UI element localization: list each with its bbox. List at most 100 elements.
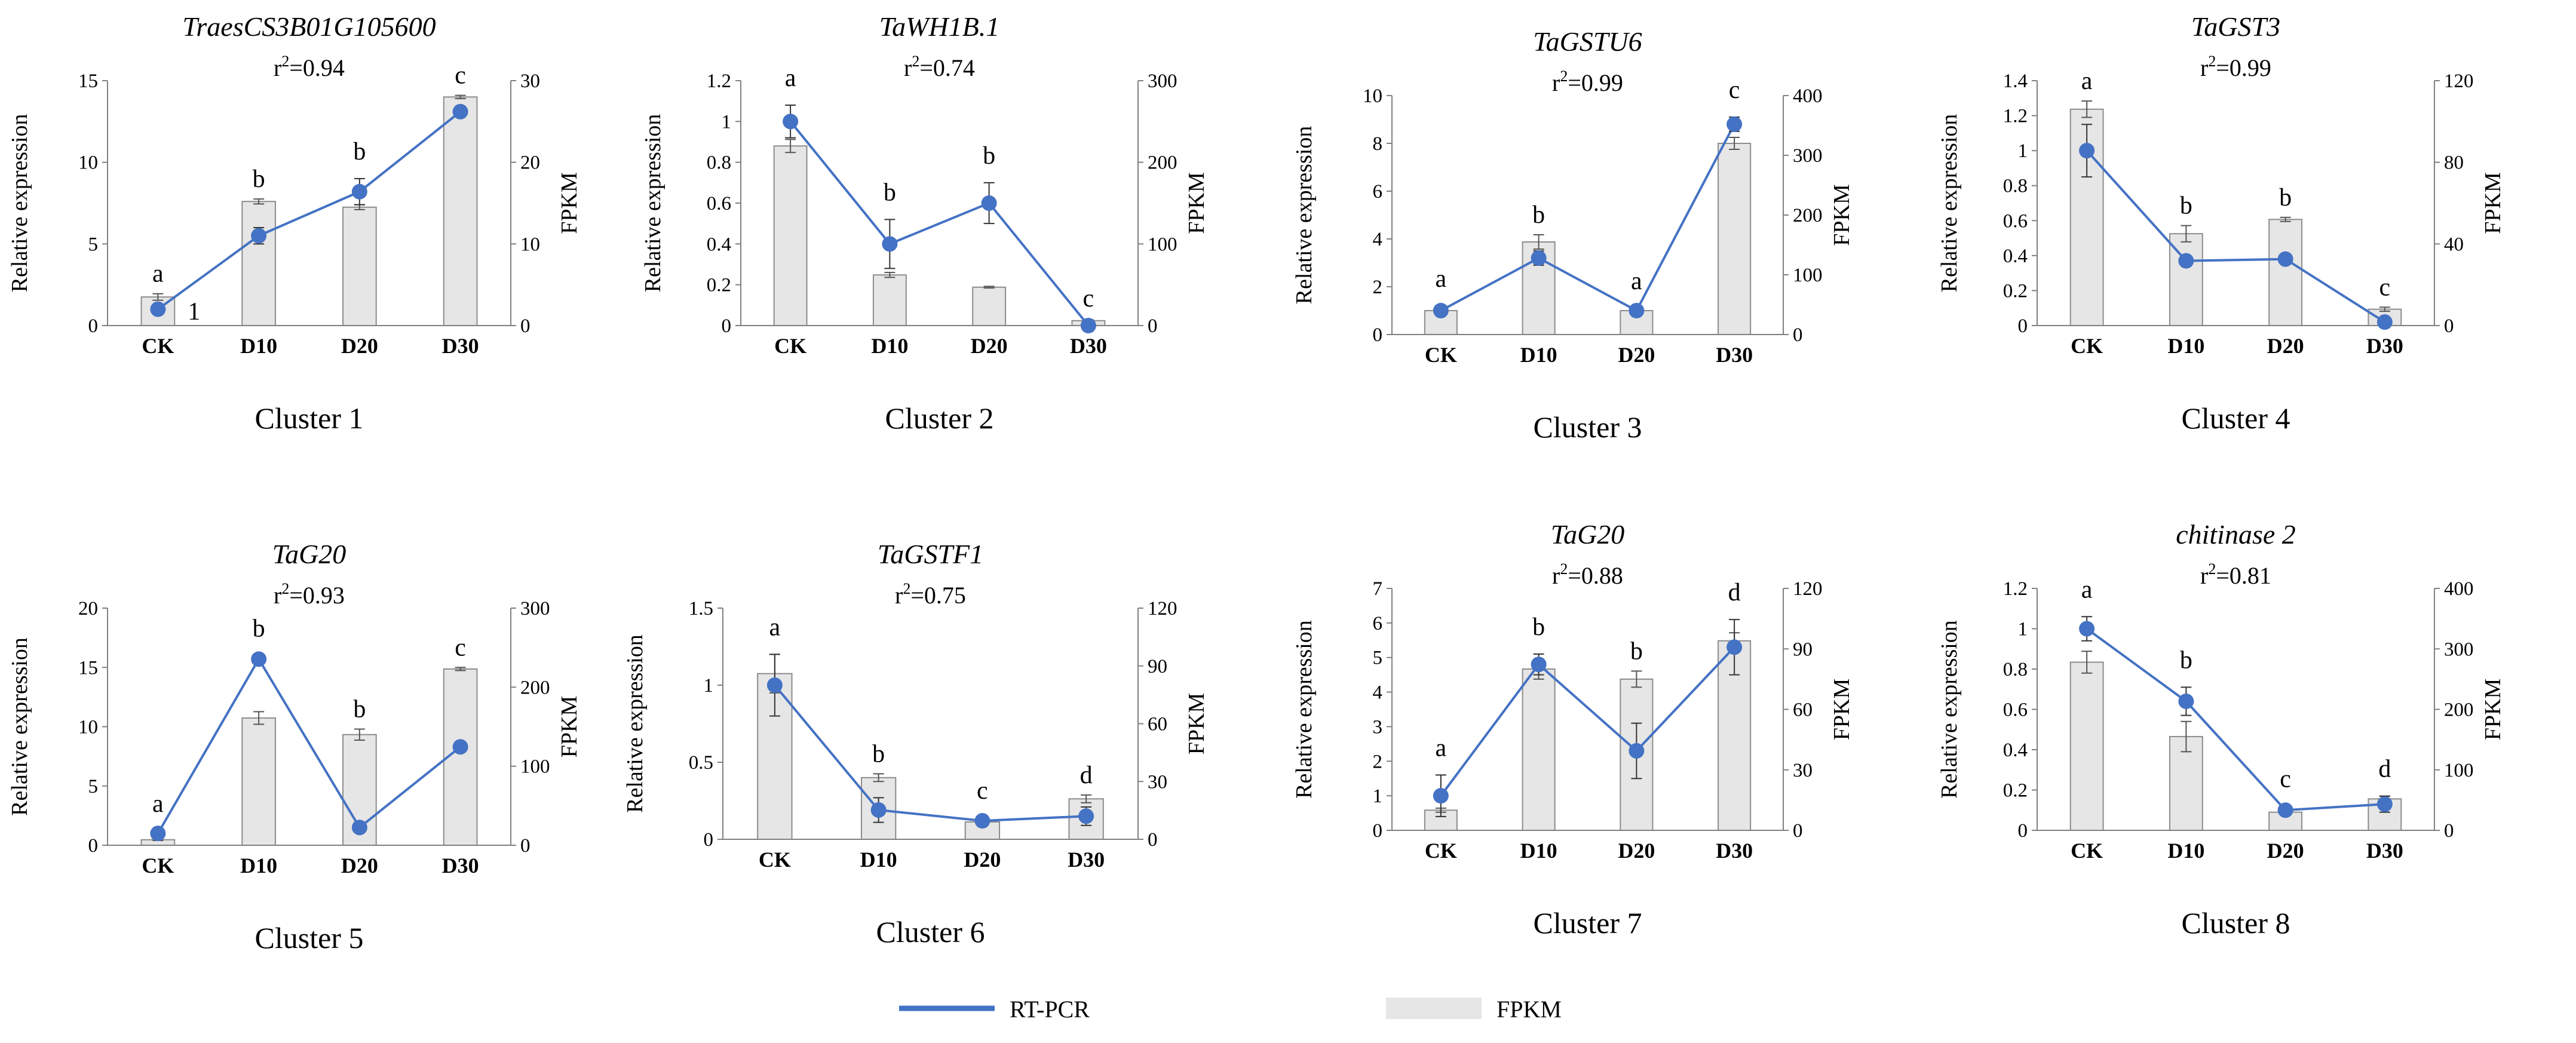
panel-title: TaG20 bbox=[272, 539, 346, 569]
left-tick-label: 1.4 bbox=[2003, 70, 2028, 92]
cluster-label: Cluster 8 bbox=[2182, 906, 2290, 940]
category-label: CK bbox=[142, 334, 174, 358]
rt-pcr-point bbox=[2079, 621, 2095, 637]
r-squared-exponent: 2 bbox=[2208, 53, 2216, 70]
r-squared-exponent: 2 bbox=[281, 53, 289, 70]
significance-letter: a bbox=[1436, 734, 1447, 762]
significance-letter: d bbox=[2378, 756, 2391, 783]
panel-title: TaGST3 bbox=[2191, 11, 2280, 42]
right-tick-label: 400 bbox=[1793, 85, 1823, 107]
category-label: D30 bbox=[442, 334, 479, 358]
left-tick-label: 1.5 bbox=[689, 598, 713, 619]
left-tick-label: 0.4 bbox=[2003, 246, 2028, 267]
left-tick-label: 0.2 bbox=[707, 275, 731, 296]
left-tick-label: 0 bbox=[704, 829, 714, 851]
significance-letter: c bbox=[1083, 285, 1094, 312]
category-label: D30 bbox=[1716, 343, 1753, 367]
rt-pcr-point bbox=[2376, 314, 2393, 330]
rt-pcr-point bbox=[766, 677, 783, 693]
right-tick-label: 30 bbox=[1793, 760, 1813, 781]
r-squared-base: r bbox=[904, 54, 912, 81]
rt-pcr-point bbox=[1531, 250, 1547, 266]
cluster-label: Cluster 1 bbox=[255, 401, 364, 435]
left-tick-label: 1 bbox=[2018, 619, 2028, 640]
left-tick-label: 0.4 bbox=[2003, 740, 2028, 761]
right-tick-label: 40 bbox=[2444, 234, 2464, 255]
legend-label-fpkm: FPKM bbox=[1496, 996, 1562, 1023]
category-label: D10 bbox=[871, 334, 908, 358]
right-tick-label: 20 bbox=[520, 152, 540, 174]
r-squared-value: =0.75 bbox=[910, 582, 966, 609]
significance-letter: d bbox=[1080, 762, 1093, 789]
rt-pcr-point bbox=[150, 301, 166, 317]
right-tick-label: 300 bbox=[1148, 70, 1177, 92]
left-tick-label: 0 bbox=[2018, 820, 2028, 842]
r-squared-base: r bbox=[2200, 54, 2208, 81]
significance-letter: b bbox=[253, 165, 265, 193]
fpkm-bar bbox=[972, 286, 1007, 326]
cluster-label: Cluster 3 bbox=[1534, 410, 1642, 444]
rt-pcr-point bbox=[150, 826, 166, 842]
rt-pcr-line bbox=[1440, 646, 1735, 797]
category-label: D10 bbox=[1520, 343, 1557, 367]
y-axis-title-left: Relative expression bbox=[622, 634, 648, 813]
left-tick-label: 0.8 bbox=[2003, 176, 2028, 197]
right-tick-label: 30 bbox=[1148, 771, 1167, 793]
r-squared-exponent: 2 bbox=[1560, 68, 1568, 85]
fpkm-bar bbox=[443, 668, 478, 846]
left-tick-label: 1 bbox=[722, 111, 732, 133]
left-tick-label: 0 bbox=[88, 315, 99, 337]
panel-title: chitinase 2 bbox=[2176, 519, 2296, 550]
rt-pcr-point bbox=[1078, 808, 1094, 824]
category-label: D30 bbox=[1070, 334, 1107, 358]
y-axis-title-left: Relative expression bbox=[1292, 620, 1317, 799]
significance-letter: c bbox=[2379, 274, 2391, 301]
right-tick-label: 200 bbox=[2444, 700, 2474, 721]
y-axis-title-right: FPKM bbox=[557, 172, 582, 234]
left-tick-label: 1.2 bbox=[2003, 578, 2028, 600]
significance-letter: c bbox=[455, 62, 466, 90]
left-tick-label: 1 bbox=[704, 675, 714, 697]
rt-pcr-point bbox=[351, 183, 367, 200]
significance-letter: a bbox=[785, 65, 796, 92]
left-tick-label: 0.6 bbox=[2003, 700, 2028, 721]
rt-pcr-point bbox=[2376, 796, 2393, 812]
rt-pcr-point bbox=[882, 236, 898, 252]
panel-title: TaWH1B.1 bbox=[879, 11, 1000, 42]
right-tick-label: 100 bbox=[1793, 265, 1823, 286]
left-tick-label: 5 bbox=[88, 234, 99, 255]
left-tick-label: 0.8 bbox=[707, 152, 731, 174]
category-label: D30 bbox=[1716, 839, 1753, 863]
left-tick-label: 15 bbox=[78, 70, 98, 92]
rt-pcr-point bbox=[1433, 303, 1449, 318]
r-squared-label: r2=0.94 bbox=[274, 53, 345, 81]
y-axis-title-right: FPKM bbox=[1829, 184, 1854, 246]
category-label: CK bbox=[2071, 334, 2103, 358]
left-tick-label: 0 bbox=[88, 835, 99, 857]
category-label: D20 bbox=[971, 334, 1008, 358]
rt-pcr-point bbox=[1531, 657, 1547, 673]
rt-pcr-point bbox=[2178, 694, 2194, 709]
r-squared-value: =0.74 bbox=[919, 54, 975, 81]
y-axis-title-right: FPKM bbox=[2480, 679, 2506, 741]
category-label: CK bbox=[1425, 343, 1457, 367]
r-squared-exponent: 2 bbox=[912, 53, 919, 70]
significance-letter: c bbox=[2280, 766, 2291, 793]
rt-pcr-point bbox=[1726, 116, 1743, 132]
category-label: D10 bbox=[860, 848, 897, 872]
rt-pcr-point bbox=[1433, 788, 1449, 804]
category-label: D20 bbox=[341, 334, 378, 358]
r-squared-value: =0.81 bbox=[2216, 562, 2271, 589]
right-tick-label: 120 bbox=[2444, 70, 2474, 92]
cluster-label: Cluster 2 bbox=[885, 401, 994, 435]
r-squared-value: =0.94 bbox=[289, 54, 345, 81]
right-tick-label: 200 bbox=[1793, 205, 1823, 226]
rt-pcr-line bbox=[2086, 149, 2385, 323]
right-tick-label: 400 bbox=[2444, 578, 2474, 600]
rt-pcr-point bbox=[783, 113, 799, 130]
rt-pcr-point bbox=[452, 103, 468, 119]
left-tick-label: 10 bbox=[78, 152, 98, 174]
r-squared-label: r2=0.74 bbox=[904, 53, 975, 81]
left-tick-label: 0 bbox=[722, 315, 732, 337]
